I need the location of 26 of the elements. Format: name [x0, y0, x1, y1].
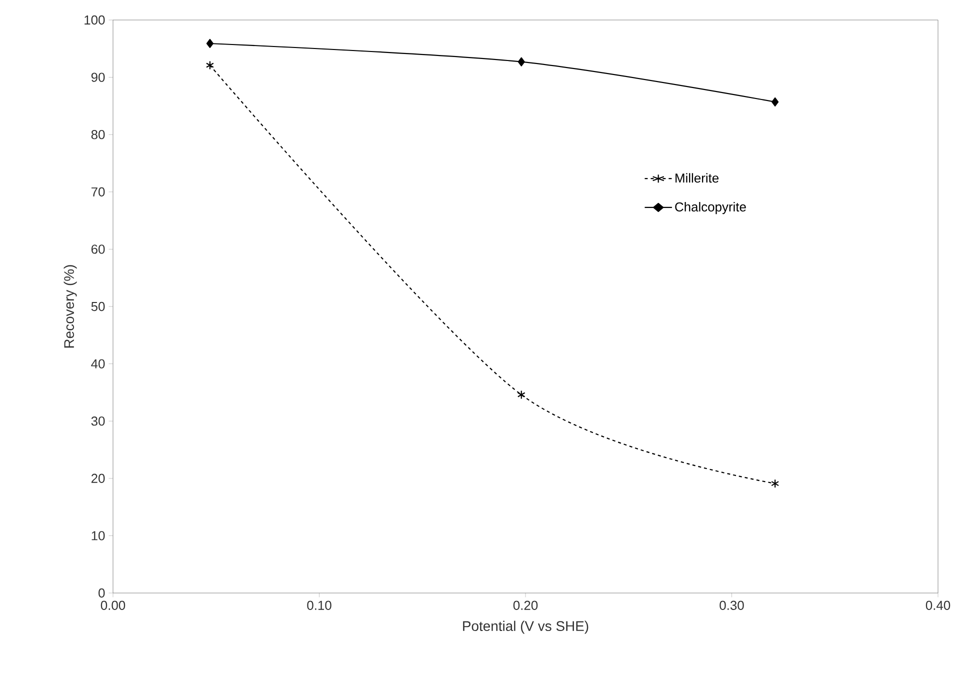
legend-label: Chalcopyrite — [675, 202, 746, 214]
y-tick-label: 10 — [92, 531, 105, 540]
y-tick-label: 40 — [91, 359, 105, 368]
y-tick-label: 90 — [91, 72, 105, 82]
point — [771, 479, 780, 488]
x-axis-title: Potential (V vs SHE) — [463, 620, 588, 634]
y-tick-label: 100 — [84, 15, 105, 25]
y-axis-title: Recovery (%) — [64, 265, 77, 348]
point — [517, 390, 526, 400]
x-tick-label: 0.40 — [926, 600, 950, 610]
point — [206, 38, 214, 48]
point — [206, 60, 214, 70]
x-tick-label: 0.00 — [100, 600, 126, 610]
y-tick-label: 50 — [91, 302, 105, 312]
y-tick-label: 20 — [91, 474, 105, 483]
y-tick-label: 80 — [91, 130, 105, 140]
y-tick-label: 30 — [91, 416, 105, 426]
point — [772, 97, 779, 106]
y-tick-label: 60 — [91, 244, 105, 254]
x-tick-label: 0.30 — [720, 600, 744, 610]
point — [518, 57, 525, 66]
x-tick-label: 0.20 — [513, 600, 538, 610]
x-tick-label: 0.10 — [307, 600, 332, 610]
y-tick-label: 70 — [91, 187, 105, 196]
y-tick-label: 0 — [98, 588, 105, 598]
legend-label: Millerite — [676, 173, 719, 183]
